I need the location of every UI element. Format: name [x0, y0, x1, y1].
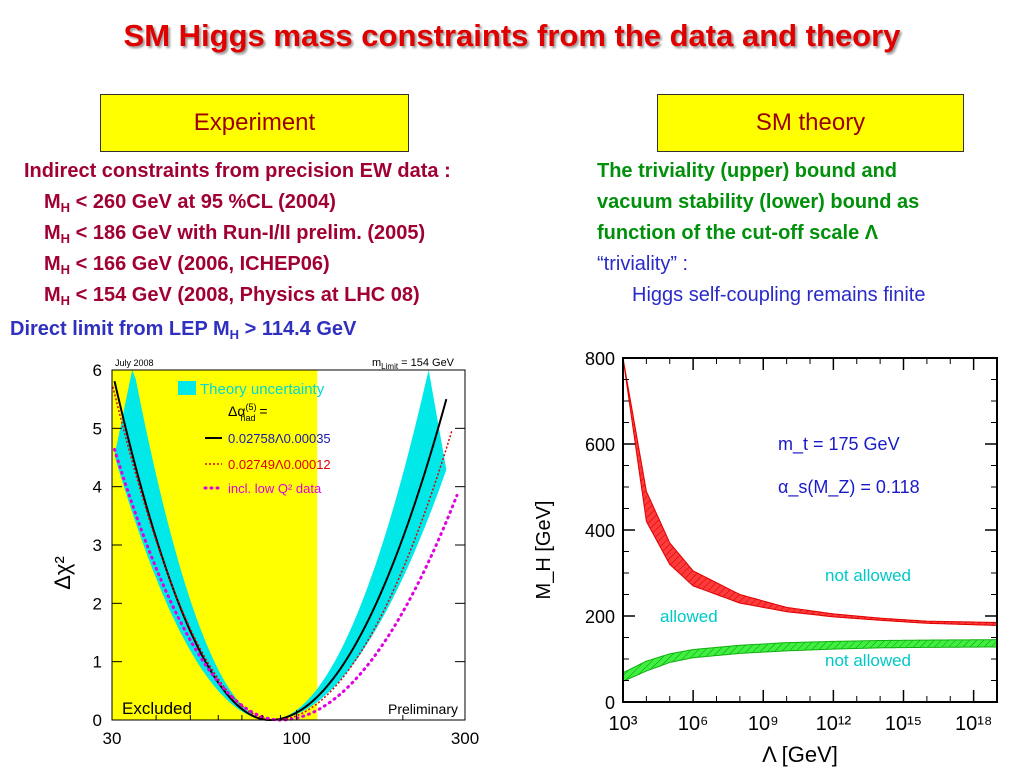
- chart2-xlabel: Λ [GeV]: [762, 742, 838, 767]
- sm-theory-box: SM theory: [657, 94, 964, 152]
- x-tick-label: 10⁹: [748, 713, 779, 735]
- x-tick-label: 10¹⁸: [955, 713, 992, 735]
- legend-entry-low-error: 0.02749Λ0.00012: [228, 457, 331, 472]
- y-tick-label: 5: [93, 419, 102, 438]
- x-tick-label: 10¹⁵: [885, 713, 922, 735]
- x-tick-label: 10⁶: [678, 713, 708, 735]
- y-tick-label: 400: [585, 521, 615, 541]
- not-allowed-lower: not allowed: [825, 651, 911, 670]
- alphas-annotation: α_s(M_Z) = 0.118: [778, 477, 920, 498]
- x-tick-label: 10³: [609, 713, 638, 735]
- july-2008-label: July 2008: [115, 358, 154, 368]
- mlimit-label: mLimit = 154 GeV: [372, 357, 455, 371]
- x-tick-label: 300: [451, 729, 479, 748]
- slide-title: SM Higgs mass constraints from the data …: [123, 18, 901, 53]
- legend-alpha-label: Δα(5) had =: [228, 402, 268, 423]
- legend-entry-lowq2: incl. low Q² data: [228, 481, 322, 496]
- legend-band-label: Theory uncertainty: [200, 381, 325, 398]
- limit-2004: MH < 260 GeV at 95 %CL (2004): [44, 191, 336, 215]
- vacuum-stability-band: [622, 639, 998, 683]
- preliminary-label: Preliminary: [388, 701, 458, 717]
- limit-2008: MH < 154 GeV (2008, Physics at LHC 08): [44, 284, 420, 308]
- y-tick-label: 600: [585, 435, 615, 455]
- legend-band-swatch: [178, 381, 196, 395]
- triviality-label: “triviality” :: [597, 253, 689, 275]
- x-tick-label: 10¹²: [816, 713, 852, 735]
- y-tick-label: 3: [93, 536, 102, 555]
- not-allowed-upper: not allowed: [825, 566, 911, 585]
- excluded-label: Excluded: [122, 699, 192, 718]
- experiment-box: Experiment: [100, 94, 409, 152]
- chart2-ylabel: M_H [GeV]: [533, 501, 555, 600]
- x-tick-label: 100: [282, 729, 310, 748]
- theory-line-1: The triviality (upper) bound and: [597, 160, 897, 182]
- y-tick-label: 1: [93, 653, 102, 672]
- allowed-label: allowed: [660, 607, 718, 626]
- y-tick-label: 2: [93, 594, 102, 613]
- experiment-heading: Indirect constraints from precision EW d…: [24, 160, 451, 182]
- y-tick-label: 0: [605, 693, 615, 713]
- limit-2006: MH < 166 GeV (2006, ICHEP06): [44, 253, 330, 277]
- direct-limit: Direct limit from LEP MH > 114.4 GeV: [10, 318, 357, 342]
- higgs-bounds-chart: 0 200 400 600 800 10³ 10⁶ 10⁹ 10¹² 10¹⁵ 10¹⁸ M_H […: [533, 349, 998, 767]
- mt-annotation: m_t = 175 GeV: [778, 434, 900, 455]
- self-coupling-text: Higgs self-coupling remains finite: [632, 284, 926, 306]
- theory-line-3: function of the cut-off scale Λ: [597, 222, 879, 244]
- delta-chi2-chart: 0 1 2 3 4 5 6 30 100 300 Theory uncertainty Δα(5) ha…: [50, 357, 479, 748]
- theory-uncertainty-band: [114, 370, 447, 720]
- chart1-ylabel: Δχ²: [50, 556, 75, 590]
- theory-line-2: vacuum stability (lower) bound as: [597, 191, 920, 213]
- y-tick-label: 200: [585, 607, 615, 627]
- legend-entry-main: 0.02758Λ0.00035: [228, 431, 331, 446]
- y-tick-label: 6: [93, 361, 102, 380]
- limit-2005: MH < 186 GeV with Run-I/II prelim. (2005…: [44, 222, 426, 246]
- y-tick-label: 4: [93, 478, 102, 497]
- x-tick-label: 30: [103, 729, 122, 748]
- y-tick-label: 0: [93, 711, 102, 730]
- y-tick-label: 800: [585, 349, 615, 369]
